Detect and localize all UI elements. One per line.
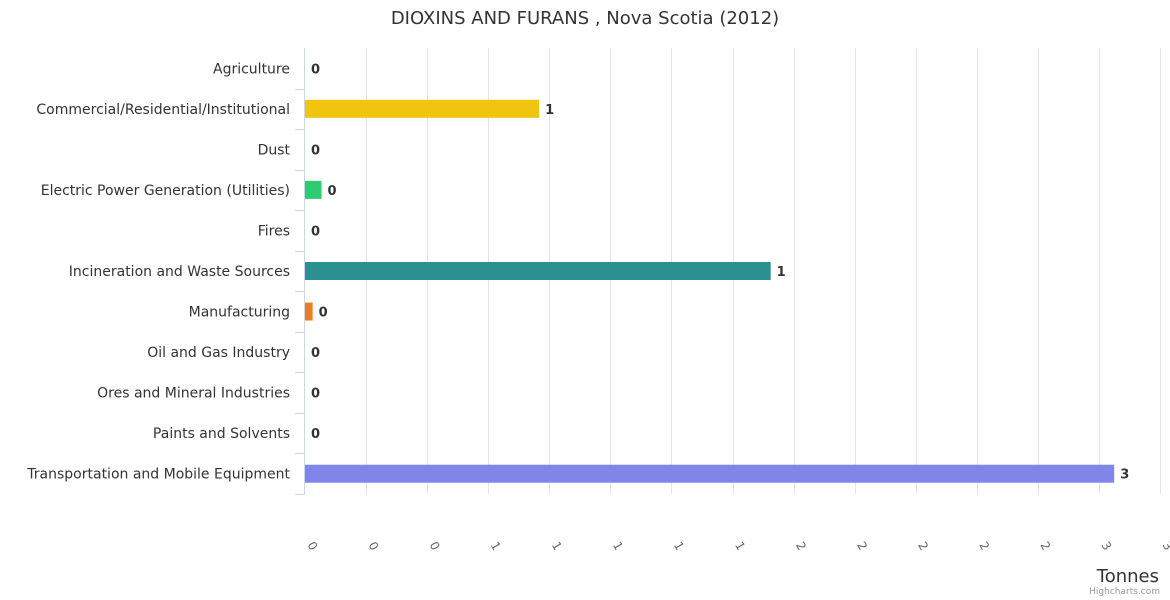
data-label: 0 bbox=[311, 387, 320, 402]
credits-link[interactable]: Highcharts.com bbox=[1089, 587, 1160, 597]
chart-title: DIOXINS AND FURANS , Nova Scotia (2012) bbox=[391, 8, 779, 29]
category-label: Electric Power Generation (Utilities) bbox=[41, 183, 290, 199]
value-tick-label: 1 bbox=[671, 539, 687, 553]
data-label: 0 bbox=[319, 306, 328, 321]
value-tick-label: 2 bbox=[976, 539, 992, 553]
data-label: 3 bbox=[1120, 468, 1129, 483]
category-label: Fires bbox=[258, 223, 290, 239]
category-label: Commercial/Residential/Institutional bbox=[36, 102, 290, 118]
data-label: 0 bbox=[311, 224, 320, 239]
data-label: 1 bbox=[777, 265, 786, 280]
bars bbox=[305, 99, 1115, 483]
data-label: 0 bbox=[311, 143, 320, 158]
category-label: Ores and Mineral Industries bbox=[97, 386, 290, 402]
value-tick-label: 3 bbox=[1159, 539, 1170, 553]
data-label: 0 bbox=[311, 346, 320, 361]
value-tick-label: 1 bbox=[549, 539, 565, 553]
bar[interactable] bbox=[305, 302, 313, 321]
category-label: Transportation and Mobile Equipment bbox=[26, 467, 290, 483]
value-tick-label: 2 bbox=[915, 539, 931, 553]
value-tick-label: 2 bbox=[854, 539, 870, 553]
value-tick-label: 0 bbox=[366, 539, 382, 553]
category-label: Paints and Solvents bbox=[153, 426, 290, 442]
category-ticks bbox=[295, 89, 305, 495]
value-tick-label: 1 bbox=[610, 539, 626, 553]
data-label: 0 bbox=[311, 62, 320, 77]
category-label: Incineration and Waste Sources bbox=[69, 264, 290, 280]
data-label: 1 bbox=[545, 103, 554, 118]
data-label: 0 bbox=[311, 427, 320, 442]
value-tick-labels: 0 0 0 1 1 1 1 1 2 2 2 2 2 3 3 bbox=[304, 539, 1170, 553]
value-tick-label: 1 bbox=[732, 539, 748, 553]
data-labels: 0 1 0 0 0 1 0 0 0 0 3 bbox=[311, 62, 1129, 482]
bar[interactable] bbox=[305, 262, 771, 280]
bar[interactable] bbox=[305, 99, 540, 118]
value-tick-label: 0 bbox=[427, 539, 443, 553]
category-label: Dust bbox=[258, 142, 291, 158]
category-label: Agriculture bbox=[213, 61, 290, 77]
value-axis-title: Tonnes bbox=[1096, 566, 1159, 587]
category-label: Oil and Gas Industry bbox=[147, 345, 290, 361]
data-label: 0 bbox=[328, 184, 337, 199]
bar[interactable] bbox=[305, 464, 1115, 483]
value-tick-label: 2 bbox=[793, 539, 809, 553]
category-label: Manufacturing bbox=[189, 305, 290, 321]
value-tick-label: 0 bbox=[304, 539, 320, 553]
bar[interactable] bbox=[305, 180, 322, 199]
value-tick-label: 1 bbox=[488, 539, 504, 553]
value-tick-label: 3 bbox=[1098, 539, 1114, 553]
category-labels: Agriculture Commercial/Residential/Instit… bbox=[26, 61, 290, 482]
value-tick-label: 2 bbox=[1037, 539, 1053, 553]
